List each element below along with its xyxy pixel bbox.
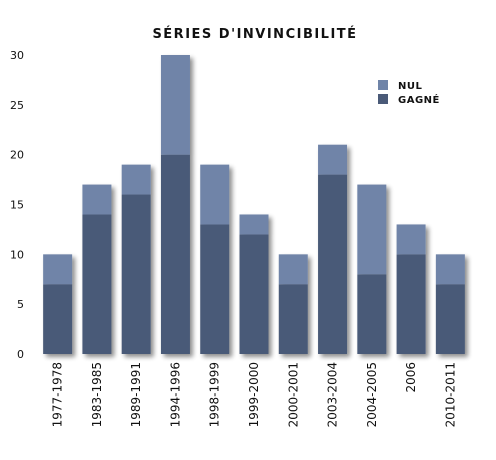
bars: [43, 55, 465, 354]
bar-stack: [396, 224, 426, 354]
bar-stack: [121, 164, 151, 354]
y-tick-label: 10: [10, 248, 24, 261]
bar-stack: [239, 214, 269, 354]
bar-stack: [43, 254, 73, 354]
x-axis: 1977-1978 1983-1985 1989-1991 1994-1996 1998…: [51, 362, 458, 427]
bar-gagne: [318, 174, 348, 354]
bar-nul: [82, 184, 112, 215]
bar-nul: [435, 254, 465, 285]
bar-gagne: [200, 224, 230, 354]
legend-label: NUL: [398, 81, 422, 92]
y-tick-label: 0: [17, 348, 24, 361]
bar-nul: [200, 164, 230, 225]
chart-title: SÉRIES D'INVINCIBILITÉ: [152, 26, 357, 42]
bar-nul: [357, 184, 387, 275]
bar-nul: [318, 144, 348, 175]
x-tick-label: 2000-2001: [286, 362, 300, 427]
bar-stack: [278, 254, 308, 354]
bar-gagne: [396, 254, 426, 354]
bar-nul: [278, 254, 308, 285]
bar-gagne: [357, 274, 387, 354]
x-tick-label: 1994-1996: [168, 362, 182, 427]
x-tick-label: 2006: [404, 362, 418, 393]
bar-nul: [396, 224, 426, 255]
bar-gagne: [239, 234, 269, 354]
bar-gagne: [43, 284, 73, 354]
bar-gagne: [435, 284, 465, 354]
y-tick-label: 15: [10, 199, 24, 212]
y-tick-label: 5: [17, 298, 24, 311]
y-axis: 0 5 10 15 20 25 30: [10, 49, 24, 361]
bar-stack: [160, 55, 190, 354]
y-tick-label: 25: [10, 99, 24, 112]
bar-gagne: [82, 214, 112, 354]
y-tick-label: 20: [10, 149, 24, 162]
bar-nul: [160, 55, 190, 155]
bar-gagne: [278, 284, 308, 354]
x-tick-label: 2010-2011: [443, 362, 457, 427]
bar-stack: [200, 164, 230, 354]
legend-swatch: [378, 80, 388, 90]
x-tick-label: 1977-1978: [51, 362, 65, 427]
bar-stack: [435, 254, 465, 354]
x-tick-label: 2004-2005: [365, 362, 379, 427]
bar-nul: [239, 214, 269, 235]
x-tick-label: 1998-1999: [208, 362, 222, 427]
bar-stack: [82, 184, 112, 354]
bar-gagne: [121, 194, 151, 354]
x-tick-label: 1989-1991: [129, 362, 143, 427]
x-tick-label: 1983-1985: [90, 362, 104, 427]
legend-swatch: [378, 94, 388, 104]
x-tick-label: 1999-2000: [247, 362, 261, 427]
bar-nul: [43, 254, 73, 285]
bar-nul: [121, 164, 151, 195]
legend-label: GAGNÉ: [398, 93, 440, 106]
bar-stack: [318, 144, 348, 354]
y-tick-label: 30: [10, 49, 24, 62]
bar-gagne: [160, 154, 190, 354]
bar-stack: [357, 184, 387, 354]
x-tick-label: 2003-2004: [326, 362, 340, 427]
